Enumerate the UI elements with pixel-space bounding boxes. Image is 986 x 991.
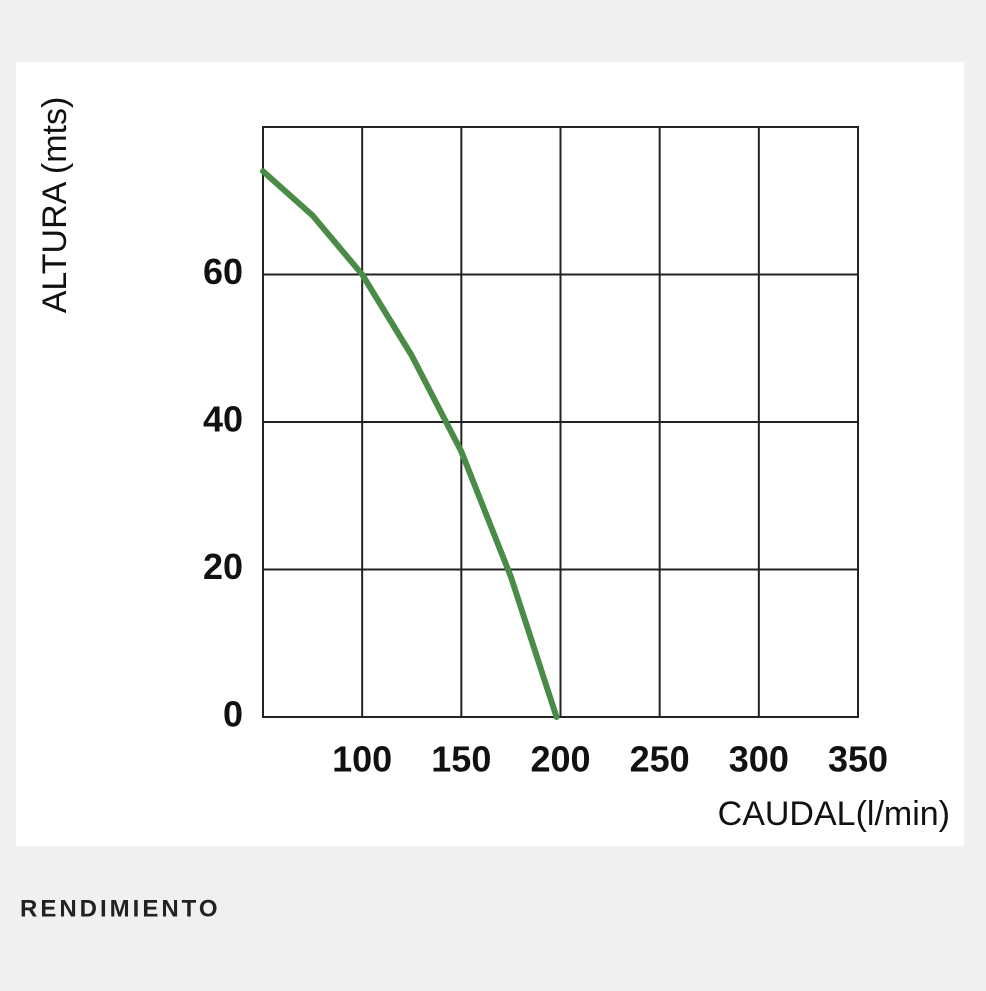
x-tick-label: 250: [630, 739, 690, 780]
chart-panel: [16, 62, 964, 846]
x-tick-label: 350: [828, 739, 888, 780]
x-tick-label: 200: [530, 739, 590, 780]
y-tick-label: 0: [223, 694, 243, 735]
x-tick-label: 100: [332, 739, 392, 780]
caption: RENDIMIENTO: [20, 895, 221, 922]
x-tick-label: 300: [729, 739, 789, 780]
x-axis-title: CAUDAL(l/min): [718, 795, 950, 833]
curve-line: [260, 168, 560, 720]
x-tick-label: 150: [431, 739, 491, 780]
y-tick-label: 20: [203, 546, 243, 587]
y-axis-title: ALTURA (mts): [36, 97, 74, 314]
y-tick-label: 40: [203, 399, 243, 440]
y-tick-label: 60: [203, 251, 243, 292]
